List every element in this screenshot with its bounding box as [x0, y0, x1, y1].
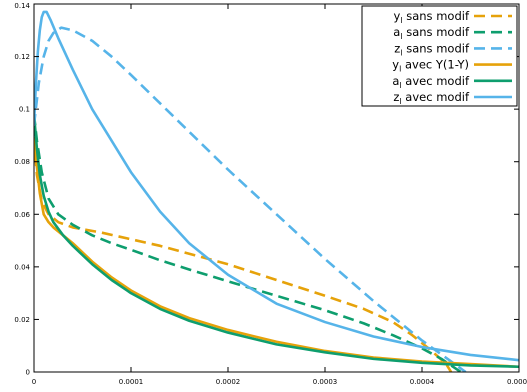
y-tick-label: 0.14 [14, 2, 30, 10]
y-tick-label: 0.1 [19, 106, 30, 114]
y-tick-label: 0.08 [14, 158, 30, 166]
x-tick-label: 0.0002 [216, 378, 241, 386]
y-tick-label: 0.02 [14, 316, 30, 324]
y-tick-label: 0 [26, 369, 30, 377]
x-tick-label: 0.0003 [313, 378, 338, 386]
legend-label: al avec modif [392, 74, 470, 90]
y-tick-label: 0.06 [14, 211, 30, 219]
axis-ticks: 0 0.0001 0.0002 0.0003 0.0004 0.0005 0 0.02 0.04… [14, 2, 527, 386]
y-tick-label: 0.04 [14, 263, 30, 271]
legend-label: yl avec Y(1-Y) [392, 58, 469, 74]
legend-label: zl avec modif [393, 90, 470, 106]
x-tick-label: 0 [32, 378, 36, 386]
legend-box [361, 5, 518, 107]
plot-lines [34, 10, 519, 372]
series-line-2 [34, 26, 467, 372]
x-tick-label: 0.0004 [410, 378, 435, 386]
series-line-3 [34, 136, 519, 369]
series-line-5 [34, 10, 519, 362]
plot-frame [33, 3, 520, 373]
legend-label: yl sans modif [394, 9, 470, 25]
legend-label: zl sans modif [394, 41, 470, 57]
legend-label: al sans modif [393, 25, 470, 41]
x-tick-label: 0.0005 [507, 378, 527, 386]
x-tick-label: 0.0001 [119, 378, 144, 386]
series-line-1 [34, 114, 462, 372]
series-line-4 [34, 113, 519, 369]
y-tick-label: 0.12 [14, 53, 30, 61]
